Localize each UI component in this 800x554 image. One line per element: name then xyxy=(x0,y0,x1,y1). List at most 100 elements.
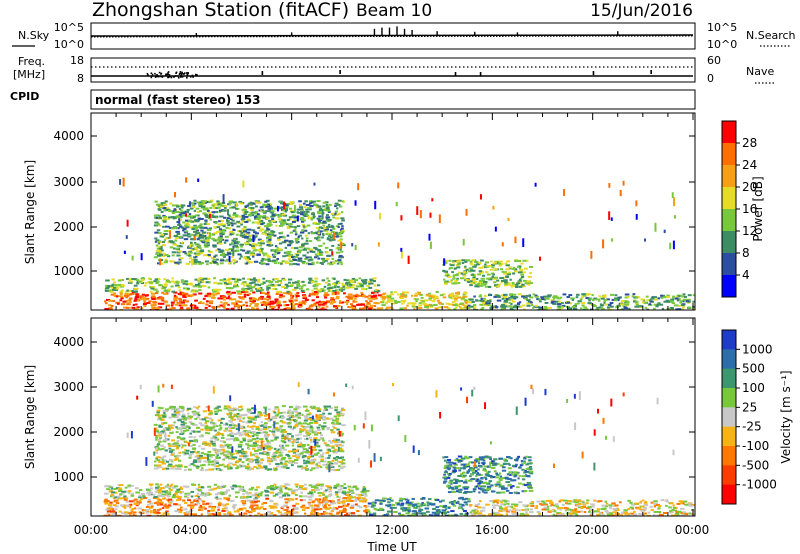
range-cell xyxy=(260,242,265,245)
range-cell xyxy=(228,203,231,206)
range-cell xyxy=(343,487,347,490)
range-cell xyxy=(313,491,316,494)
range-cell xyxy=(610,301,614,304)
range-cell xyxy=(112,495,115,498)
noise-left-tick-bottom: 10^0 xyxy=(54,38,84,51)
range-cell xyxy=(204,295,209,298)
range-cell xyxy=(465,209,468,216)
range-cell xyxy=(184,492,189,495)
range-cell xyxy=(133,278,138,281)
range-cell xyxy=(658,513,664,516)
range-cell xyxy=(463,514,467,516)
range-cell xyxy=(162,217,168,220)
range-cell xyxy=(450,264,455,267)
range-cell xyxy=(319,230,323,233)
range-cell xyxy=(483,491,488,494)
range-cell xyxy=(456,292,459,295)
range-cell xyxy=(221,507,225,510)
range-cell xyxy=(277,280,282,283)
range-cell xyxy=(489,476,493,479)
range-cell xyxy=(125,296,129,299)
range-cell xyxy=(453,304,458,307)
range-cell xyxy=(303,219,306,222)
range-cell xyxy=(472,471,477,474)
range-cell xyxy=(643,503,649,506)
nave-dip xyxy=(166,73,169,76)
range-cell xyxy=(108,504,113,507)
range-cell xyxy=(114,499,119,502)
range-cell xyxy=(430,503,436,506)
range-cell xyxy=(208,281,211,284)
range-cell xyxy=(505,489,510,492)
nave-dip xyxy=(160,75,162,78)
range-cell xyxy=(243,230,247,233)
range-cell xyxy=(254,244,259,247)
range-cell xyxy=(282,494,287,497)
range-cell xyxy=(507,467,512,470)
range-cell xyxy=(228,201,233,204)
range-cell xyxy=(585,308,589,310)
range-cell xyxy=(611,298,615,301)
range-cell xyxy=(184,300,189,303)
range-cell xyxy=(105,298,111,301)
range-cell xyxy=(500,485,505,488)
range-cell xyxy=(343,292,346,295)
range-cell xyxy=(170,483,174,486)
range-cell xyxy=(174,226,178,229)
range-cell xyxy=(570,500,574,503)
nave-dip xyxy=(183,72,186,74)
range-cell xyxy=(194,241,197,244)
range-cell xyxy=(251,281,256,284)
range-cell xyxy=(452,282,458,285)
range-cell xyxy=(292,504,296,507)
range-cell xyxy=(185,223,190,226)
range-cell xyxy=(542,296,546,299)
range-cell xyxy=(117,484,120,487)
range-cell xyxy=(677,295,681,298)
range-cell xyxy=(260,301,265,304)
range-cell xyxy=(332,282,336,285)
range-cell xyxy=(249,302,253,305)
range-cell xyxy=(258,261,262,264)
range-cell xyxy=(136,500,141,503)
range-cell xyxy=(219,279,224,282)
range-cell xyxy=(190,202,195,205)
range-cell xyxy=(488,286,492,289)
range-cell xyxy=(170,304,174,307)
range-cell xyxy=(185,294,188,297)
range-cell xyxy=(111,512,116,515)
range-cell xyxy=(220,228,225,231)
range-cell xyxy=(289,231,294,234)
range-cell xyxy=(330,212,335,215)
range-cell xyxy=(274,213,279,216)
range-cell xyxy=(283,304,286,307)
range-cell xyxy=(634,300,638,303)
range-cell xyxy=(305,204,310,207)
nave-dip xyxy=(174,75,177,77)
range-cell xyxy=(308,305,314,308)
range-cell xyxy=(138,501,142,504)
range-cell xyxy=(106,286,110,289)
range-cell xyxy=(135,504,139,507)
range-cell xyxy=(118,489,122,492)
range-cell xyxy=(272,284,276,287)
range-cell xyxy=(341,225,344,228)
range-cell xyxy=(193,209,197,212)
range-cell xyxy=(287,250,292,253)
range-cell xyxy=(403,307,407,310)
range-cell xyxy=(268,241,272,244)
range-cell xyxy=(193,234,198,237)
range-cell xyxy=(601,307,605,310)
range-cell xyxy=(487,474,491,477)
range-cell xyxy=(436,510,440,513)
range-cell xyxy=(482,463,485,466)
range-cell xyxy=(324,228,330,231)
range-cell xyxy=(598,306,602,309)
range-cell xyxy=(226,290,231,293)
range-cell xyxy=(156,497,160,500)
range-cell xyxy=(462,474,467,477)
range-cell xyxy=(332,261,335,264)
range-cell xyxy=(414,292,419,295)
range-cell xyxy=(443,512,447,515)
